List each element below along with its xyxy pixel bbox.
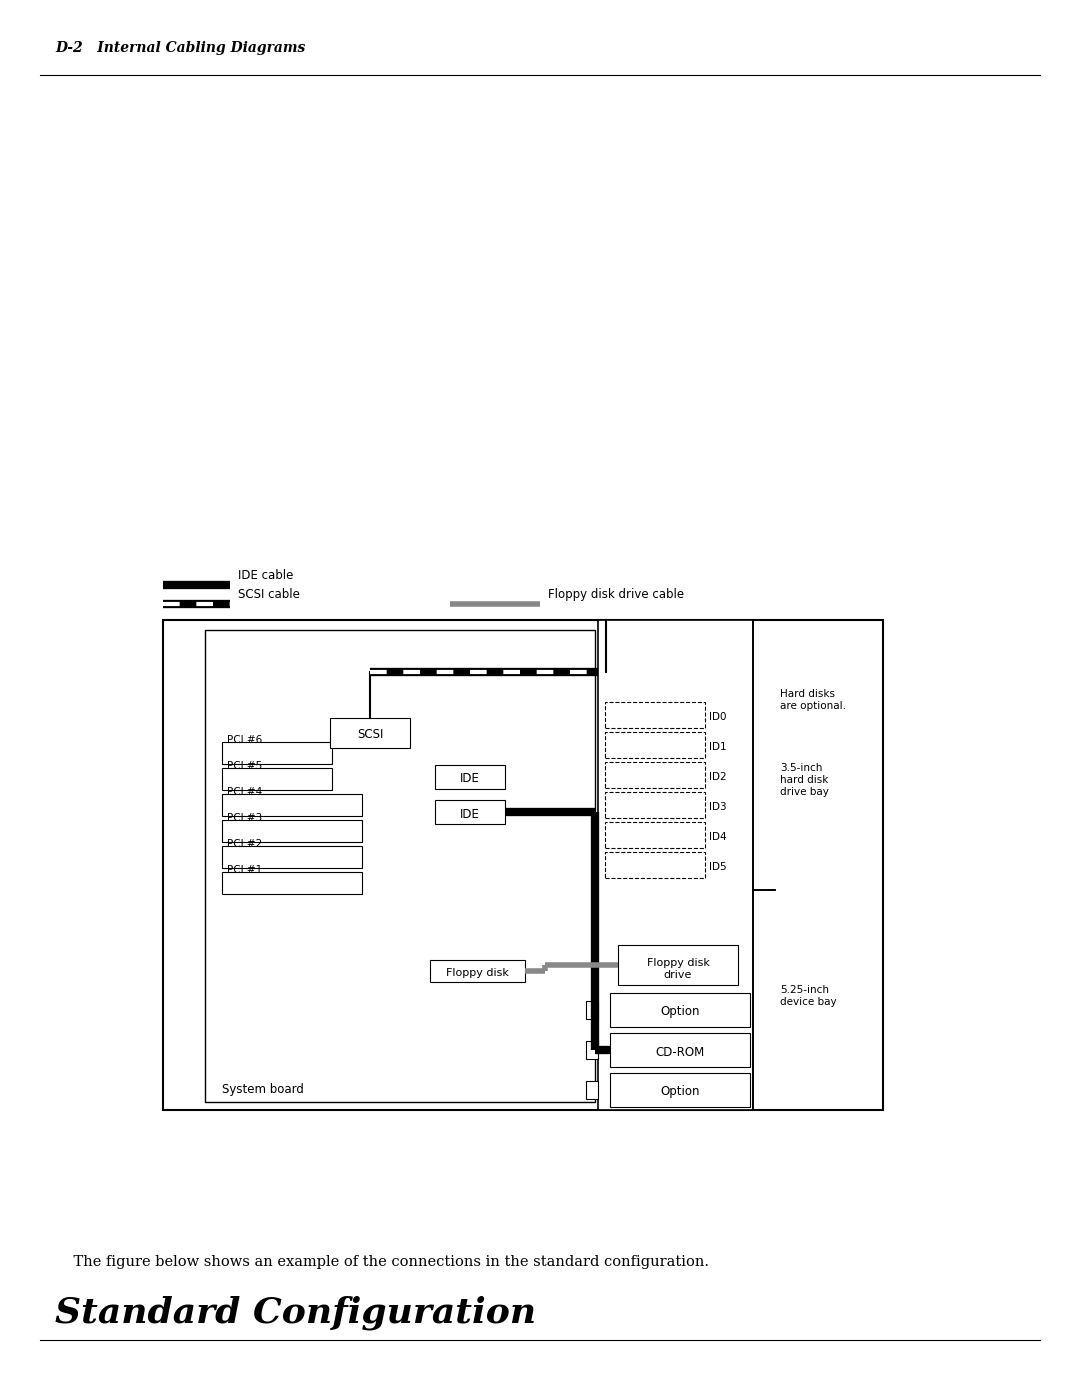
Bar xyxy=(586,1002,598,1018)
Bar xyxy=(222,742,332,764)
Text: 5.25-inch
device bay: 5.25-inch device bay xyxy=(780,985,837,1007)
Text: ID0: ID0 xyxy=(708,712,727,722)
Text: ID1: ID1 xyxy=(708,742,727,752)
Text: IDE: IDE xyxy=(460,773,480,785)
Bar xyxy=(435,800,505,824)
Bar xyxy=(435,766,505,789)
Bar xyxy=(605,792,705,819)
Bar xyxy=(222,793,362,816)
Bar xyxy=(605,852,705,877)
Bar xyxy=(430,960,525,982)
Bar xyxy=(222,820,362,842)
Text: PCI #6: PCI #6 xyxy=(227,735,262,745)
Bar xyxy=(586,1081,598,1099)
Bar xyxy=(605,732,705,759)
Text: PCI #1: PCI #1 xyxy=(227,865,262,875)
Text: Hard disks
are optional.: Hard disks are optional. xyxy=(780,689,846,711)
Text: 3.5-inch
hard disk
drive bay: 3.5-inch hard disk drive bay xyxy=(780,763,828,796)
Bar xyxy=(163,620,883,1111)
Text: Floppy disk drive cable: Floppy disk drive cable xyxy=(548,588,684,601)
Text: SCSI cable: SCSI cable xyxy=(238,588,300,601)
Text: IDE: IDE xyxy=(460,807,480,820)
Text: ID5: ID5 xyxy=(708,862,727,872)
Text: Floppy disk
drive: Floppy disk drive xyxy=(647,958,710,979)
Text: ID4: ID4 xyxy=(708,833,727,842)
Text: PCI #3: PCI #3 xyxy=(227,813,262,823)
Bar xyxy=(605,761,705,788)
Text: The figure below shows an example of the connections in the standard configurati: The figure below shows an example of the… xyxy=(55,1255,708,1268)
Text: System board: System board xyxy=(222,1083,303,1097)
Text: ID2: ID2 xyxy=(708,773,727,782)
Bar xyxy=(598,620,753,1111)
Bar xyxy=(330,718,410,747)
Bar xyxy=(618,944,738,985)
Text: Option: Option xyxy=(660,1085,700,1098)
Bar xyxy=(222,847,362,868)
Text: ID3: ID3 xyxy=(708,802,727,812)
Bar xyxy=(222,768,332,789)
Text: Option: Option xyxy=(660,1006,700,1018)
Bar xyxy=(605,703,705,728)
Bar xyxy=(610,1073,750,1106)
Text: Standard Configuration: Standard Configuration xyxy=(55,1295,536,1330)
Text: PCI #2: PCI #2 xyxy=(227,840,262,849)
Text: D-2   Internal Cabling Diagrams: D-2 Internal Cabling Diagrams xyxy=(55,41,306,54)
Bar xyxy=(610,993,750,1027)
Text: PCI #4: PCI #4 xyxy=(227,787,262,798)
Bar xyxy=(605,821,705,848)
Bar xyxy=(610,1032,750,1067)
Bar xyxy=(586,1041,598,1059)
Text: Floppy disk: Floppy disk xyxy=(446,968,509,978)
Text: IDE cable: IDE cable xyxy=(238,569,294,583)
Bar xyxy=(222,872,362,894)
Text: SCSI: SCSI xyxy=(356,728,383,742)
Bar xyxy=(205,630,595,1102)
Text: CD-ROM: CD-ROM xyxy=(656,1045,704,1059)
Text: PCI #5: PCI #5 xyxy=(227,761,262,771)
